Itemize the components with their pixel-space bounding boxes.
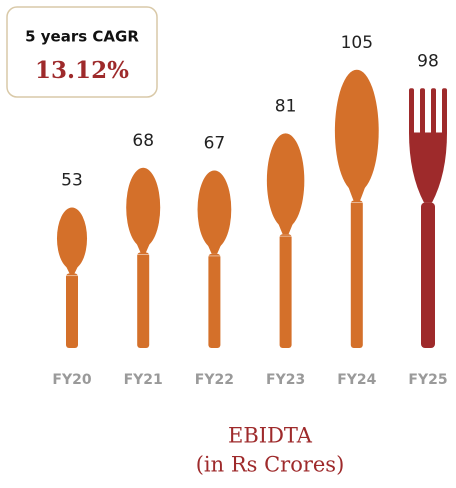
spoon-neck bbox=[276, 218, 295, 237]
value-label: 67 bbox=[204, 133, 226, 153]
value-label: 68 bbox=[132, 131, 154, 151]
spoon-neck bbox=[64, 263, 80, 275]
fork-head bbox=[409, 132, 447, 203]
spoon-handle bbox=[66, 273, 78, 348]
spoon-neck bbox=[345, 179, 368, 203]
value-label: 98 bbox=[417, 51, 439, 71]
spoon-bowl bbox=[197, 170, 232, 249]
bar bbox=[266, 133, 305, 348]
chart-title: EBIDTA bbox=[228, 424, 313, 448]
x-tick-label: FY20 bbox=[52, 372, 91, 388]
spoon-handle bbox=[279, 234, 292, 348]
fork-handle bbox=[421, 202, 435, 348]
x-tick-label: FY25 bbox=[408, 372, 447, 388]
spoon-neck bbox=[205, 240, 223, 256]
fork-tine bbox=[442, 88, 447, 135]
bar bbox=[334, 69, 379, 348]
x-tick-label: FY24 bbox=[337, 372, 376, 388]
fork-tine bbox=[409, 88, 414, 135]
fork-tine bbox=[420, 88, 425, 135]
value-label: 81 bbox=[275, 96, 297, 116]
x-tick-label: FY22 bbox=[195, 372, 234, 388]
spoon-neck bbox=[134, 239, 152, 255]
chart-subtitle: (in Rs Crores) bbox=[196, 453, 345, 477]
bar bbox=[197, 170, 232, 348]
fork-tine bbox=[431, 88, 436, 135]
spoon-bowl bbox=[334, 69, 379, 193]
bar bbox=[56, 207, 88, 348]
spoon-handle bbox=[350, 200, 363, 348]
x-tick-label: FY23 bbox=[266, 372, 305, 388]
annotation-value: 13.12% bbox=[35, 57, 129, 84]
spoon-bowl bbox=[266, 133, 305, 228]
value-label: 105 bbox=[341, 33, 373, 53]
x-tick-label: FY21 bbox=[124, 372, 163, 388]
spoon-bowl bbox=[126, 167, 161, 248]
bar bbox=[126, 167, 161, 348]
value-label: 53 bbox=[61, 171, 83, 191]
annotation-label: 5 years CAGR bbox=[25, 28, 139, 46]
spoon-handle bbox=[208, 253, 221, 348]
spoon-handle bbox=[137, 252, 150, 348]
spoon-bowl bbox=[56, 207, 88, 270]
annotation-box bbox=[6, 6, 158, 98]
bar bbox=[409, 88, 447, 348]
